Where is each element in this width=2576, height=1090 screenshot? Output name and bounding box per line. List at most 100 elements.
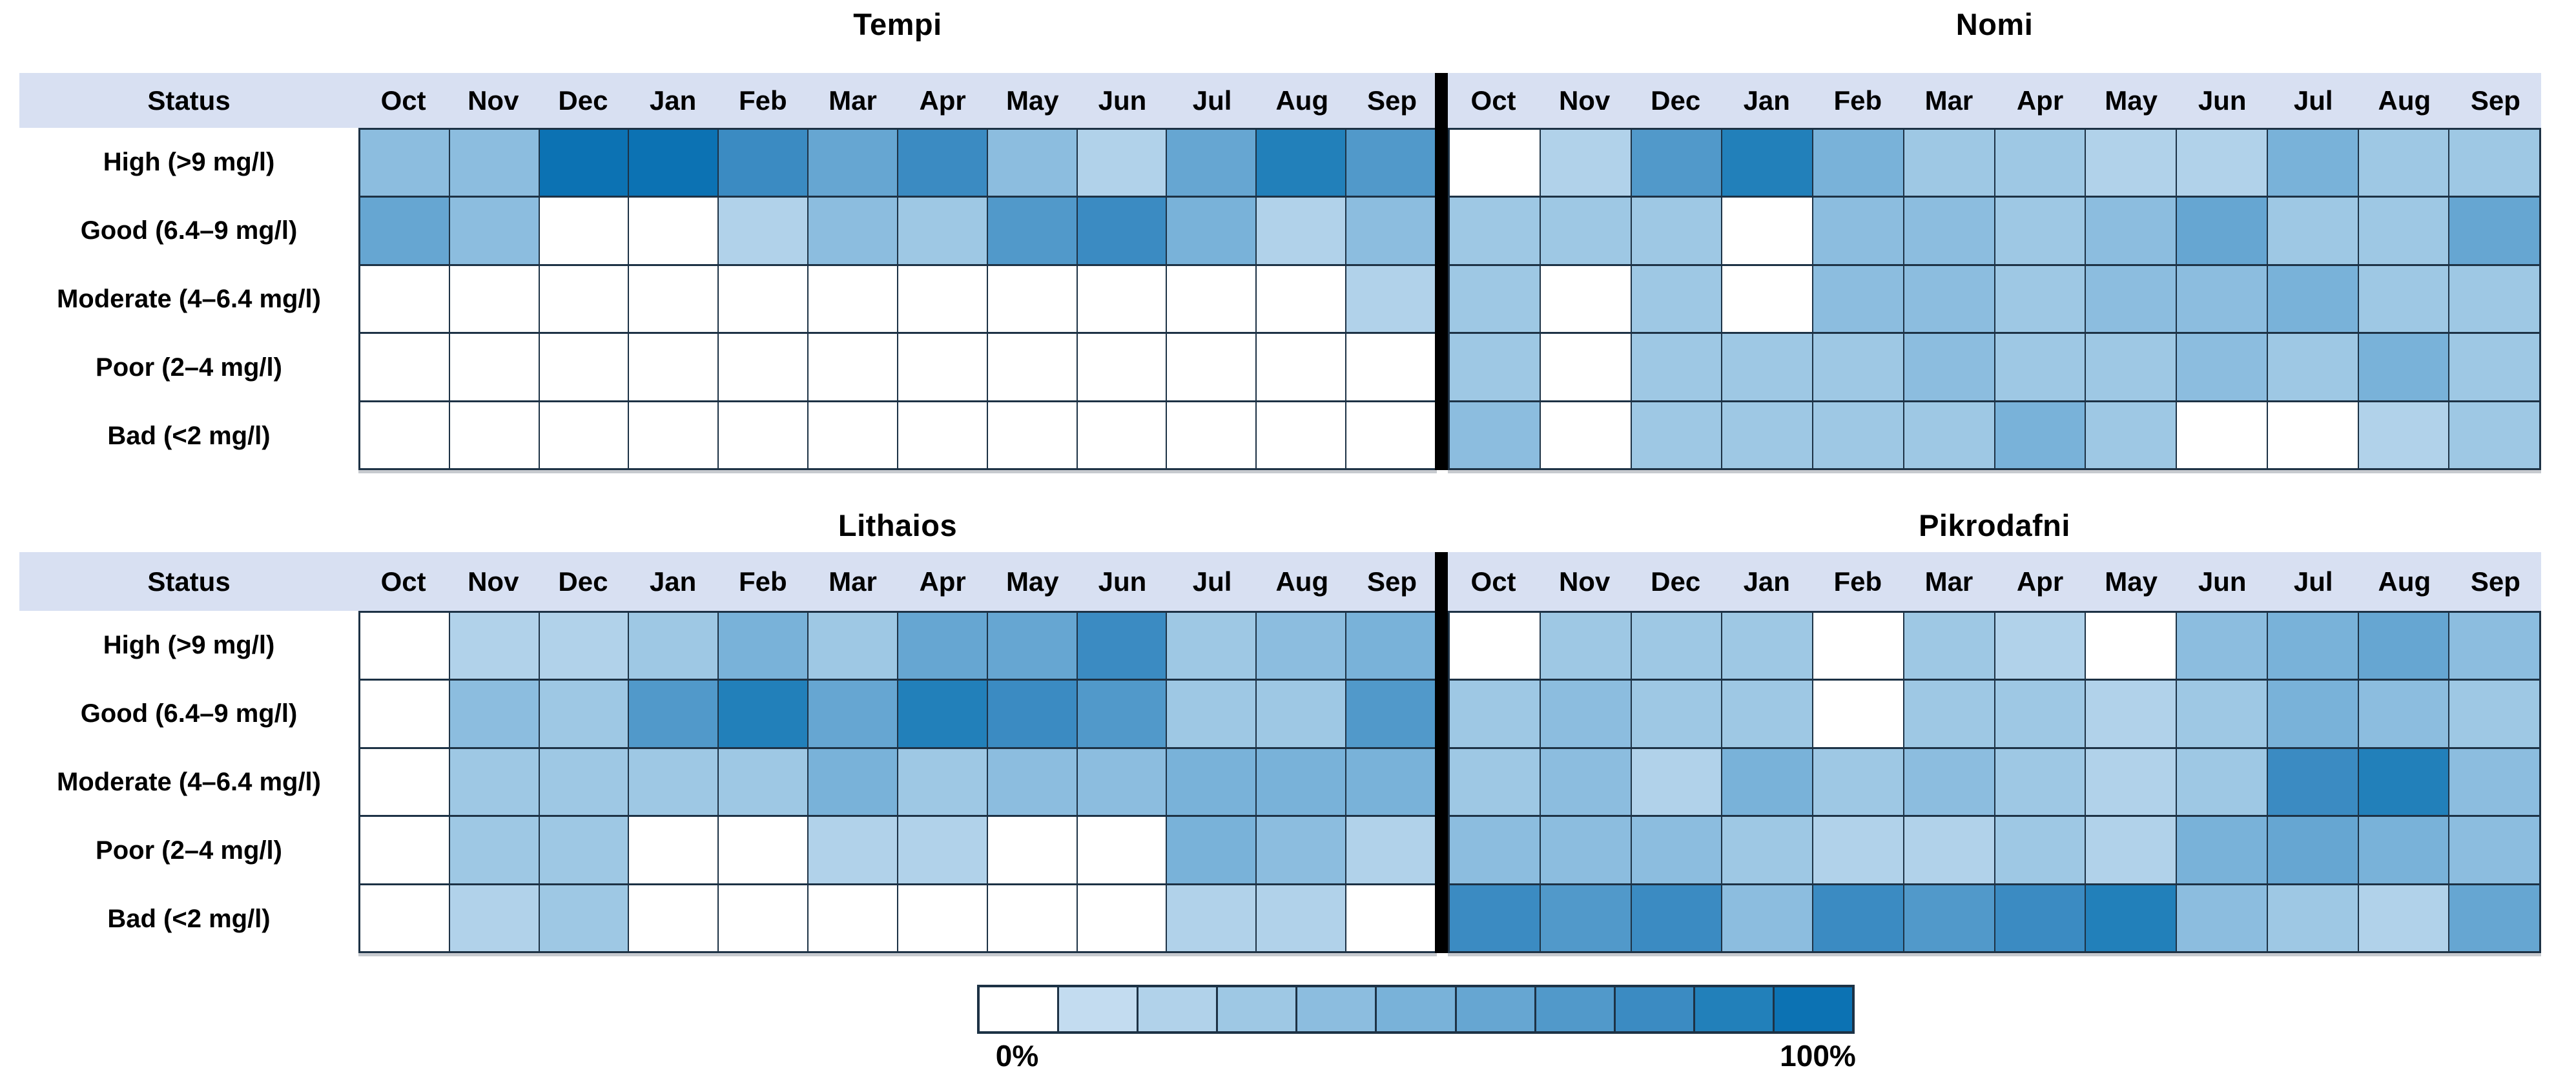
heatmap-cell bbox=[2358, 265, 2450, 333]
heatmap-cell bbox=[987, 198, 1078, 264]
heatmap-cell bbox=[1904, 265, 1995, 333]
heatmap-cell bbox=[809, 402, 898, 469]
heatmap-cell bbox=[2358, 198, 2450, 264]
month-header: Nov bbox=[1558, 566, 1611, 597]
heatmap-cell bbox=[987, 265, 1078, 333]
heatmap-cell bbox=[1813, 130, 1904, 196]
month-header: Jul bbox=[2293, 85, 2333, 116]
heatmap-cell bbox=[1722, 198, 1813, 264]
heatmap-cell bbox=[898, 402, 988, 469]
status-row-label: Good (6.4–9 mg/l) bbox=[80, 216, 298, 245]
month-header: Dec bbox=[558, 566, 608, 597]
heatmap-cell bbox=[719, 198, 809, 264]
legend-swatch bbox=[1059, 987, 1139, 1031]
legend-swatch bbox=[1297, 987, 1377, 1031]
heatmap-cell bbox=[1257, 130, 1347, 196]
heatmap-cell bbox=[2086, 265, 2177, 333]
legend-swatch bbox=[1774, 987, 1853, 1031]
heatmap-cell bbox=[1450, 334, 1541, 400]
heatmap-cell bbox=[1995, 130, 2087, 196]
heatmap-cell bbox=[1540, 613, 1632, 679]
heatmap-cell bbox=[1995, 334, 2087, 400]
heatmap-cell bbox=[1167, 198, 1257, 264]
heatmap-cell bbox=[2449, 613, 2539, 679]
heatmap-cell bbox=[1257, 748, 1347, 816]
heatmap-cell bbox=[1257, 334, 1347, 400]
month-header: Aug bbox=[1275, 566, 1329, 597]
table-divider-bottom bbox=[1435, 552, 1448, 953]
heatmap-cell bbox=[629, 885, 719, 952]
month-header: Sep bbox=[2470, 85, 2520, 116]
heatmap-row bbox=[360, 263, 1435, 333]
heatmap-cell bbox=[449, 613, 540, 679]
month-header: Apr bbox=[919, 85, 966, 116]
heatmap-cell bbox=[987, 748, 1078, 816]
heatmap-cell bbox=[1167, 817, 1257, 883]
heatmap-cell bbox=[719, 130, 809, 196]
heatmap-cell bbox=[1813, 681, 1904, 747]
heatmap-cell bbox=[449, 402, 540, 469]
heatmap-cell bbox=[809, 748, 898, 816]
heatmap-cell bbox=[1631, 748, 1723, 816]
heatmap-cell bbox=[1346, 334, 1435, 400]
month-header: Mar bbox=[829, 85, 877, 116]
heatmap-cell bbox=[449, 334, 540, 400]
month-header: Oct bbox=[380, 566, 426, 597]
heatmap-cell bbox=[1813, 885, 1904, 952]
heatmap-cell bbox=[629, 613, 719, 679]
heatmap-cell bbox=[719, 402, 809, 469]
heatmap-cell bbox=[629, 748, 719, 816]
month-header: Nov bbox=[468, 85, 519, 116]
heatmap-cell bbox=[1904, 402, 1995, 469]
heatmap-cell bbox=[1167, 334, 1257, 400]
heatmap-cell bbox=[1346, 265, 1435, 333]
heatmap-cell bbox=[1346, 198, 1435, 264]
heatmap-cell bbox=[1346, 681, 1435, 747]
heatmap-cell bbox=[809, 265, 898, 333]
table-title-nomi: Nomi bbox=[1955, 7, 2034, 41]
status-row-label: High (>9 mg/l) bbox=[103, 630, 275, 659]
heatmap-cell bbox=[360, 748, 450, 816]
status-column-header: Status bbox=[147, 566, 231, 597]
status-row-label: Poor (2–4 mg/l) bbox=[96, 836, 282, 865]
month-headers-lithaios: Oct Nov Dec Jan Feb Mar Apr May Jun Jul Aug Sep bbox=[358, 552, 1437, 611]
heatmap-cell bbox=[2449, 198, 2539, 264]
heatmap-cell bbox=[987, 817, 1078, 883]
month-header: Sep bbox=[1366, 566, 1417, 597]
heatmap-cell bbox=[539, 613, 630, 679]
month-header: May bbox=[2105, 85, 2158, 116]
heatmap-cell bbox=[809, 198, 898, 264]
heatmap-cell bbox=[719, 334, 809, 400]
heatmap-row bbox=[1450, 130, 2539, 196]
heatmap-cell bbox=[1904, 681, 1995, 747]
table-title-tempi: Tempi bbox=[853, 7, 942, 41]
month-header: Jun bbox=[1098, 85, 1147, 116]
heatmap-cell bbox=[1722, 817, 1813, 883]
heatmap-cell bbox=[1631, 885, 1723, 952]
month-headers-tempi: Oct Nov Dec Jan Feb Mar Apr May Jun Jul Aug Sep bbox=[358, 73, 1437, 128]
heatmap-cell bbox=[449, 748, 540, 816]
month-header: Mar bbox=[829, 566, 877, 597]
heatmap-cell bbox=[2449, 402, 2539, 469]
heatmap-cell bbox=[2177, 681, 2268, 747]
month-header: Jan bbox=[1743, 566, 1790, 597]
heatmap-cell bbox=[1995, 885, 2087, 952]
heatmap-cell bbox=[898, 334, 988, 400]
heatmap-cell bbox=[1631, 198, 1723, 264]
heatmap-cell bbox=[719, 265, 809, 333]
heatmap-cell bbox=[449, 885, 540, 952]
heatmap-row bbox=[1450, 883, 2539, 952]
heatmap-cell bbox=[1257, 613, 1347, 679]
heatmap-cell bbox=[1346, 885, 1435, 952]
heatmap-cell bbox=[1077, 613, 1168, 679]
month-header: Jan bbox=[649, 85, 697, 116]
heatmap-cell bbox=[1904, 885, 1995, 952]
heatmap-cell bbox=[987, 885, 1078, 952]
heatmap-cell bbox=[1631, 265, 1723, 333]
heatmap-cell bbox=[629, 681, 719, 747]
heatmap-cell bbox=[1450, 198, 1541, 264]
heatmap-cell bbox=[1167, 402, 1257, 469]
heatmap-cell bbox=[1540, 402, 1632, 469]
heatmap-row bbox=[360, 613, 1435, 679]
heatmap-cell bbox=[2267, 748, 2359, 816]
